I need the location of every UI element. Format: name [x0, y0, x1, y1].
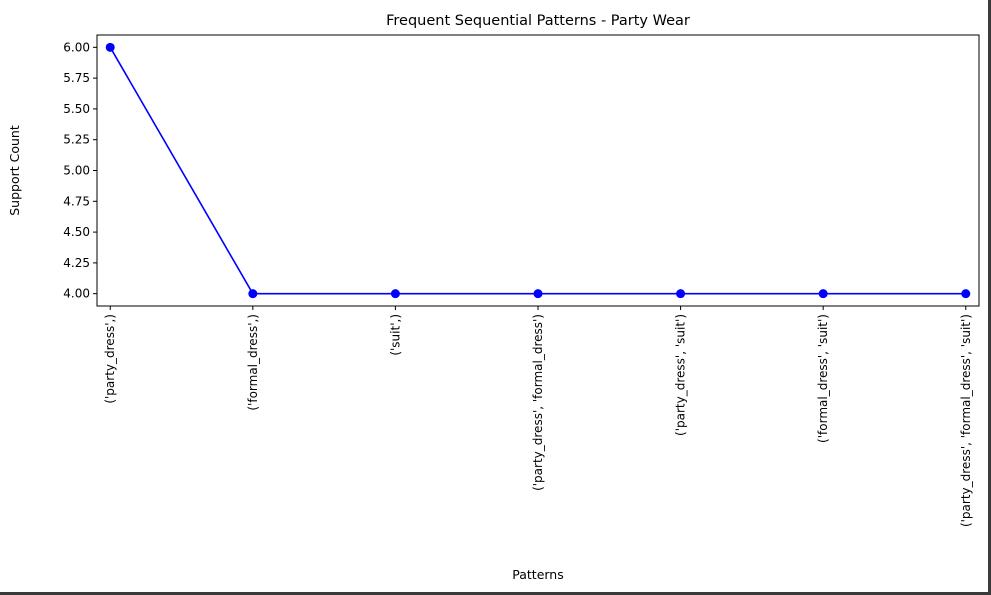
- y-tick-label: 5.25: [63, 133, 90, 147]
- plot-area: [96, 34, 980, 307]
- data-point: [248, 289, 258, 299]
- y-axis: 4.00 4.25 4.50 4.75 5.00 5.25 5.50 5.75 6.00: [63, 40, 97, 301]
- data-point: [533, 289, 543, 299]
- y-tick-label: 5.75: [63, 71, 90, 85]
- y-tick-label: 5.50: [63, 102, 90, 116]
- y-tick-label: 4.25: [63, 256, 90, 270]
- x-tick-label: ('party_dress', 'suit'): [674, 314, 688, 436]
- y-tick-label: 4.75: [63, 194, 90, 208]
- data-point: [818, 289, 828, 299]
- y-tick-label: 5.00: [63, 164, 90, 178]
- x-tick-label: ('formal_dress',): [246, 314, 260, 411]
- series-layer: [105, 42, 971, 299]
- x-tick-label: ('party_dress', 'formal_dress'): [531, 314, 545, 491]
- y-tick-label: 6.00: [63, 40, 90, 54]
- x-tick-label: ('formal_dress', 'suit'): [816, 314, 830, 443]
- data-point: [676, 289, 686, 299]
- data-point: [390, 289, 400, 299]
- x-axis: ('party_dress',) ('formal_dress',) ('suit'…: [103, 306, 973, 527]
- x-tick-label: ('suit',): [388, 314, 402, 356]
- data-point: [105, 42, 115, 52]
- y-tick-label: 4.00: [63, 287, 90, 301]
- x-axis-label: Patterns: [512, 567, 563, 582]
- y-tick-label: 4.50: [63, 225, 90, 239]
- x-tick-label: ('party_dress', 'formal_dress', 'suit'): [959, 314, 973, 527]
- x-tick-label: ('party_dress',): [103, 314, 117, 404]
- y-axis-label: Support Count: [7, 125, 22, 216]
- chart-title: Frequent Sequential Patterns - Party Wea…: [386, 13, 690, 29]
- series-line: [109, 46, 966, 295]
- data-point: [961, 289, 971, 299]
